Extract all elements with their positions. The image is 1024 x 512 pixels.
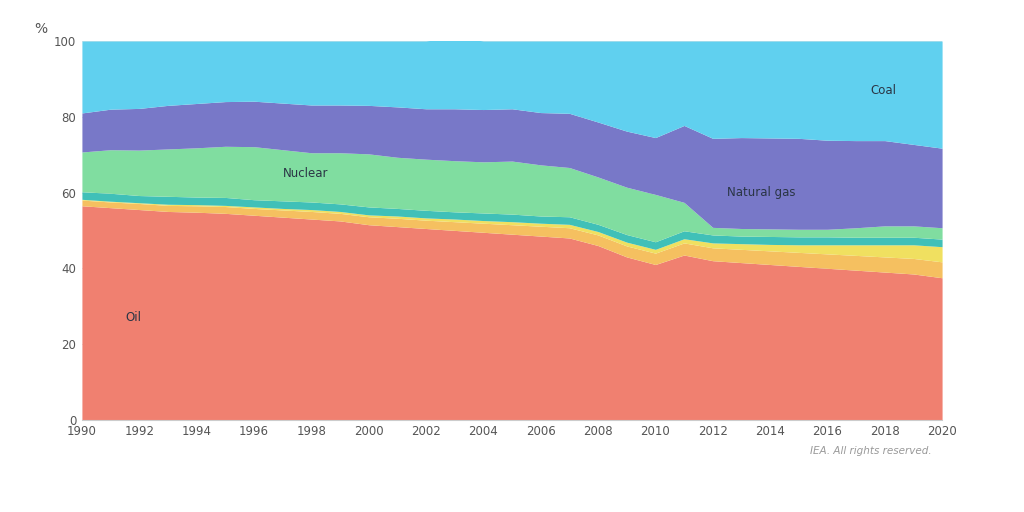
Text: %: %: [35, 22, 48, 36]
Text: IEA. All rights reserved.: IEA. All rights reserved.: [810, 445, 932, 456]
Text: Nuclear: Nuclear: [283, 167, 328, 180]
Text: Coal: Coal: [870, 84, 896, 97]
Text: Natural gas: Natural gas: [727, 186, 796, 199]
Legend: Coal, Natural gas, Nuclear, Hydro, Wind, solar, etc., Biofuels and waste, Oil: Coal, Natural gas, Nuclear, Hydro, Wind,…: [161, 509, 777, 512]
Text: Oil: Oil: [125, 311, 141, 324]
